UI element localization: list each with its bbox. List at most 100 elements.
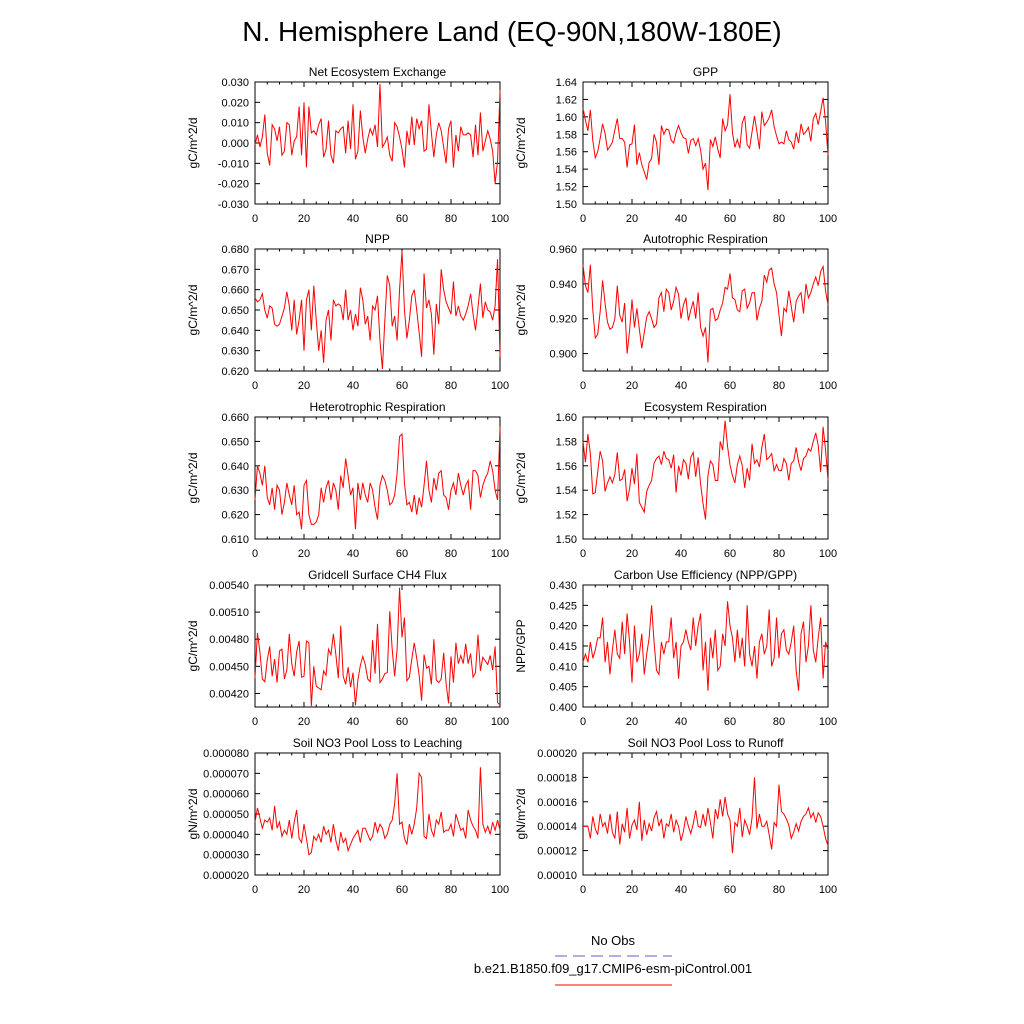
y-tick-label: 1.58 — [556, 129, 577, 141]
x-tick-label: 20 — [298, 716, 310, 728]
y-tick-label: 0.660 — [221, 412, 249, 424]
y-axis-label: gC/m^2/d — [514, 453, 528, 504]
x-tick-label: 100 — [491, 380, 509, 392]
x-tick-label: 0 — [580, 213, 586, 225]
y-tick-label: 0.640 — [221, 325, 249, 337]
y-axis-label: gC/m^2/d — [186, 453, 200, 504]
x-tick-label: 100 — [819, 548, 837, 560]
x-tick-label: 0 — [252, 716, 258, 728]
x-tick-label: 60 — [724, 548, 736, 560]
y-tick-label: 0.00510 — [209, 607, 249, 619]
panel-3: Autotrophic Respiration 0 20 40 60 80 100 0.900… — [514, 232, 837, 392]
y-tick-label: 0.000070 — [203, 768, 249, 780]
y-tick-label: 0.000050 — [203, 809, 249, 821]
plot-frame — [582, 752, 829, 876]
x-tick-label: 80 — [773, 213, 785, 225]
y-tick-label: 0.660 — [221, 285, 249, 297]
x-tick-label: 40 — [675, 380, 687, 392]
x-tick-label: 40 — [675, 213, 687, 225]
x-tick-label: 20 — [298, 884, 310, 896]
y-axis-label: gC/m^2/d — [186, 118, 200, 169]
y-tick-label: 0.000040 — [203, 829, 249, 841]
panel-1: GPP 0 20 40 60 80 100 1.50 1.52 1.54 1.56 1.58 1.60 1… — [514, 65, 837, 225]
x-tick-label: 0 — [580, 380, 586, 392]
y-tick-label: 0.620 — [221, 366, 249, 378]
plot-frame — [254, 752, 501, 876]
y-tick-label: 0.680 — [221, 244, 249, 256]
y-tick-label: 0.650 — [221, 436, 249, 448]
x-tick-label: 80 — [773, 716, 785, 728]
x-tick-label: 80 — [773, 884, 785, 896]
y-tick-label: 0.00480 — [209, 634, 249, 646]
x-tick-label: 0 — [252, 380, 258, 392]
x-tick-label: 60 — [396, 884, 408, 896]
y-axis-label: gC/m^2/d — [514, 285, 528, 336]
y-tick-label: 0.425 — [549, 600, 577, 612]
y-tick-label: 1.62 — [556, 94, 577, 106]
y-tick-label: 0.920 — [549, 314, 577, 326]
series-line — [254, 767, 501, 856]
panel-title: Soil NO3 Pool Loss to Leaching — [293, 736, 462, 750]
panel-title: Heterotrophic Respiration — [309, 400, 445, 414]
panel-title: Soil NO3 Pool Loss to Runoff — [628, 736, 785, 750]
y-axis-label: gC/m^2/d — [186, 621, 200, 672]
x-tick-label: 80 — [445, 716, 457, 728]
x-tick-label: 20 — [626, 213, 638, 225]
y-tick-label: 0.940 — [549, 279, 577, 291]
y-tick-label: -0.010 — [218, 158, 249, 170]
x-tick-label: 20 — [626, 380, 638, 392]
x-tick-label: 80 — [773, 548, 785, 560]
x-tick-label: 0 — [580, 716, 586, 728]
y-tick-label: 1.50 — [556, 199, 577, 211]
panel-2: NPP 0 20 40 60 80 100 0.620 0.630 0.640 0.650 0.660… — [186, 232, 509, 392]
series-line — [583, 777, 829, 854]
x-tick-label: 20 — [626, 548, 638, 560]
plot-frame — [254, 248, 501, 372]
x-tick-label: 100 — [819, 380, 837, 392]
panel-title: Ecosystem Respiration — [644, 400, 767, 414]
y-tick-label: 0.030 — [221, 77, 249, 89]
x-tick-label: 80 — [445, 380, 457, 392]
x-tick-label: 20 — [298, 548, 310, 560]
y-tick-label: -0.030 — [218, 199, 249, 211]
panel-8: Soil NO3 Pool Loss to Leaching 0 20 40 60 80 1… — [186, 736, 509, 896]
y-tick-label: 1.64 — [556, 77, 577, 89]
y-tick-label: 1.60 — [556, 112, 577, 124]
y-axis-label: gN/m^2/d — [186, 789, 200, 840]
y-tick-label: 0.00020 — [537, 748, 577, 760]
series-line — [254, 84, 501, 184]
y-tick-label: 1.56 — [556, 147, 577, 159]
panel-5: Ecosystem Respiration 0 20 40 60 80 100 1.50 1.5… — [514, 400, 837, 560]
series-line — [254, 587, 501, 707]
y-tick-label: 0.610 — [221, 534, 249, 546]
y-tick-label: 0.00540 — [209, 580, 249, 592]
x-tick-label: 40 — [675, 716, 687, 728]
y-tick-label: 0.620 — [221, 510, 249, 522]
y-tick-label: 0.415 — [549, 641, 577, 653]
y-tick-label: 0.000 — [221, 138, 249, 150]
x-tick-label: 60 — [724, 884, 736, 896]
x-tick-label: 40 — [347, 213, 359, 225]
y-tick-label: 0.630 — [221, 346, 249, 358]
y-tick-label: 0.00018 — [537, 772, 577, 784]
y-tick-label: 0.900 — [549, 349, 577, 361]
plot-frame — [254, 584, 501, 708]
panel-7: Carbon Use Efficiency (NPP/GPP) 0 20 40 60 80… — [514, 568, 837, 728]
y-tick-label: 0.010 — [221, 118, 249, 130]
y-tick-label: 0.670 — [221, 264, 249, 276]
panel-title: Gridcell Surface CH4 Flux — [308, 568, 447, 582]
y-tick-label: 0.00010 — [537, 870, 577, 882]
y-tick-label: 0.000060 — [203, 789, 249, 801]
panel-6: Gridcell Surface CH4 Flux 0 20 40 60 80 100 0.0… — [186, 568, 509, 728]
series-line — [582, 601, 829, 691]
legend-model-label: b.e21.B1850.f09_g17.CMIP6-esm-piControl.… — [474, 961, 752, 976]
series-line — [582, 420, 829, 520]
series-line — [254, 426, 501, 530]
y-tick-label: 0.410 — [549, 661, 577, 673]
y-tick-label: 0.00420 — [209, 688, 249, 700]
x-tick-label: 0 — [580, 548, 586, 560]
panel-4: Heterotrophic Respiration 0 20 40 60 80 100 0.6… — [186, 400, 509, 560]
x-tick-label: 40 — [675, 548, 687, 560]
x-tick-label: 0 — [252, 884, 258, 896]
panel-9: Soil NO3 Pool Loss to Runoff 0 20 40 60 80 100… — [514, 736, 837, 896]
